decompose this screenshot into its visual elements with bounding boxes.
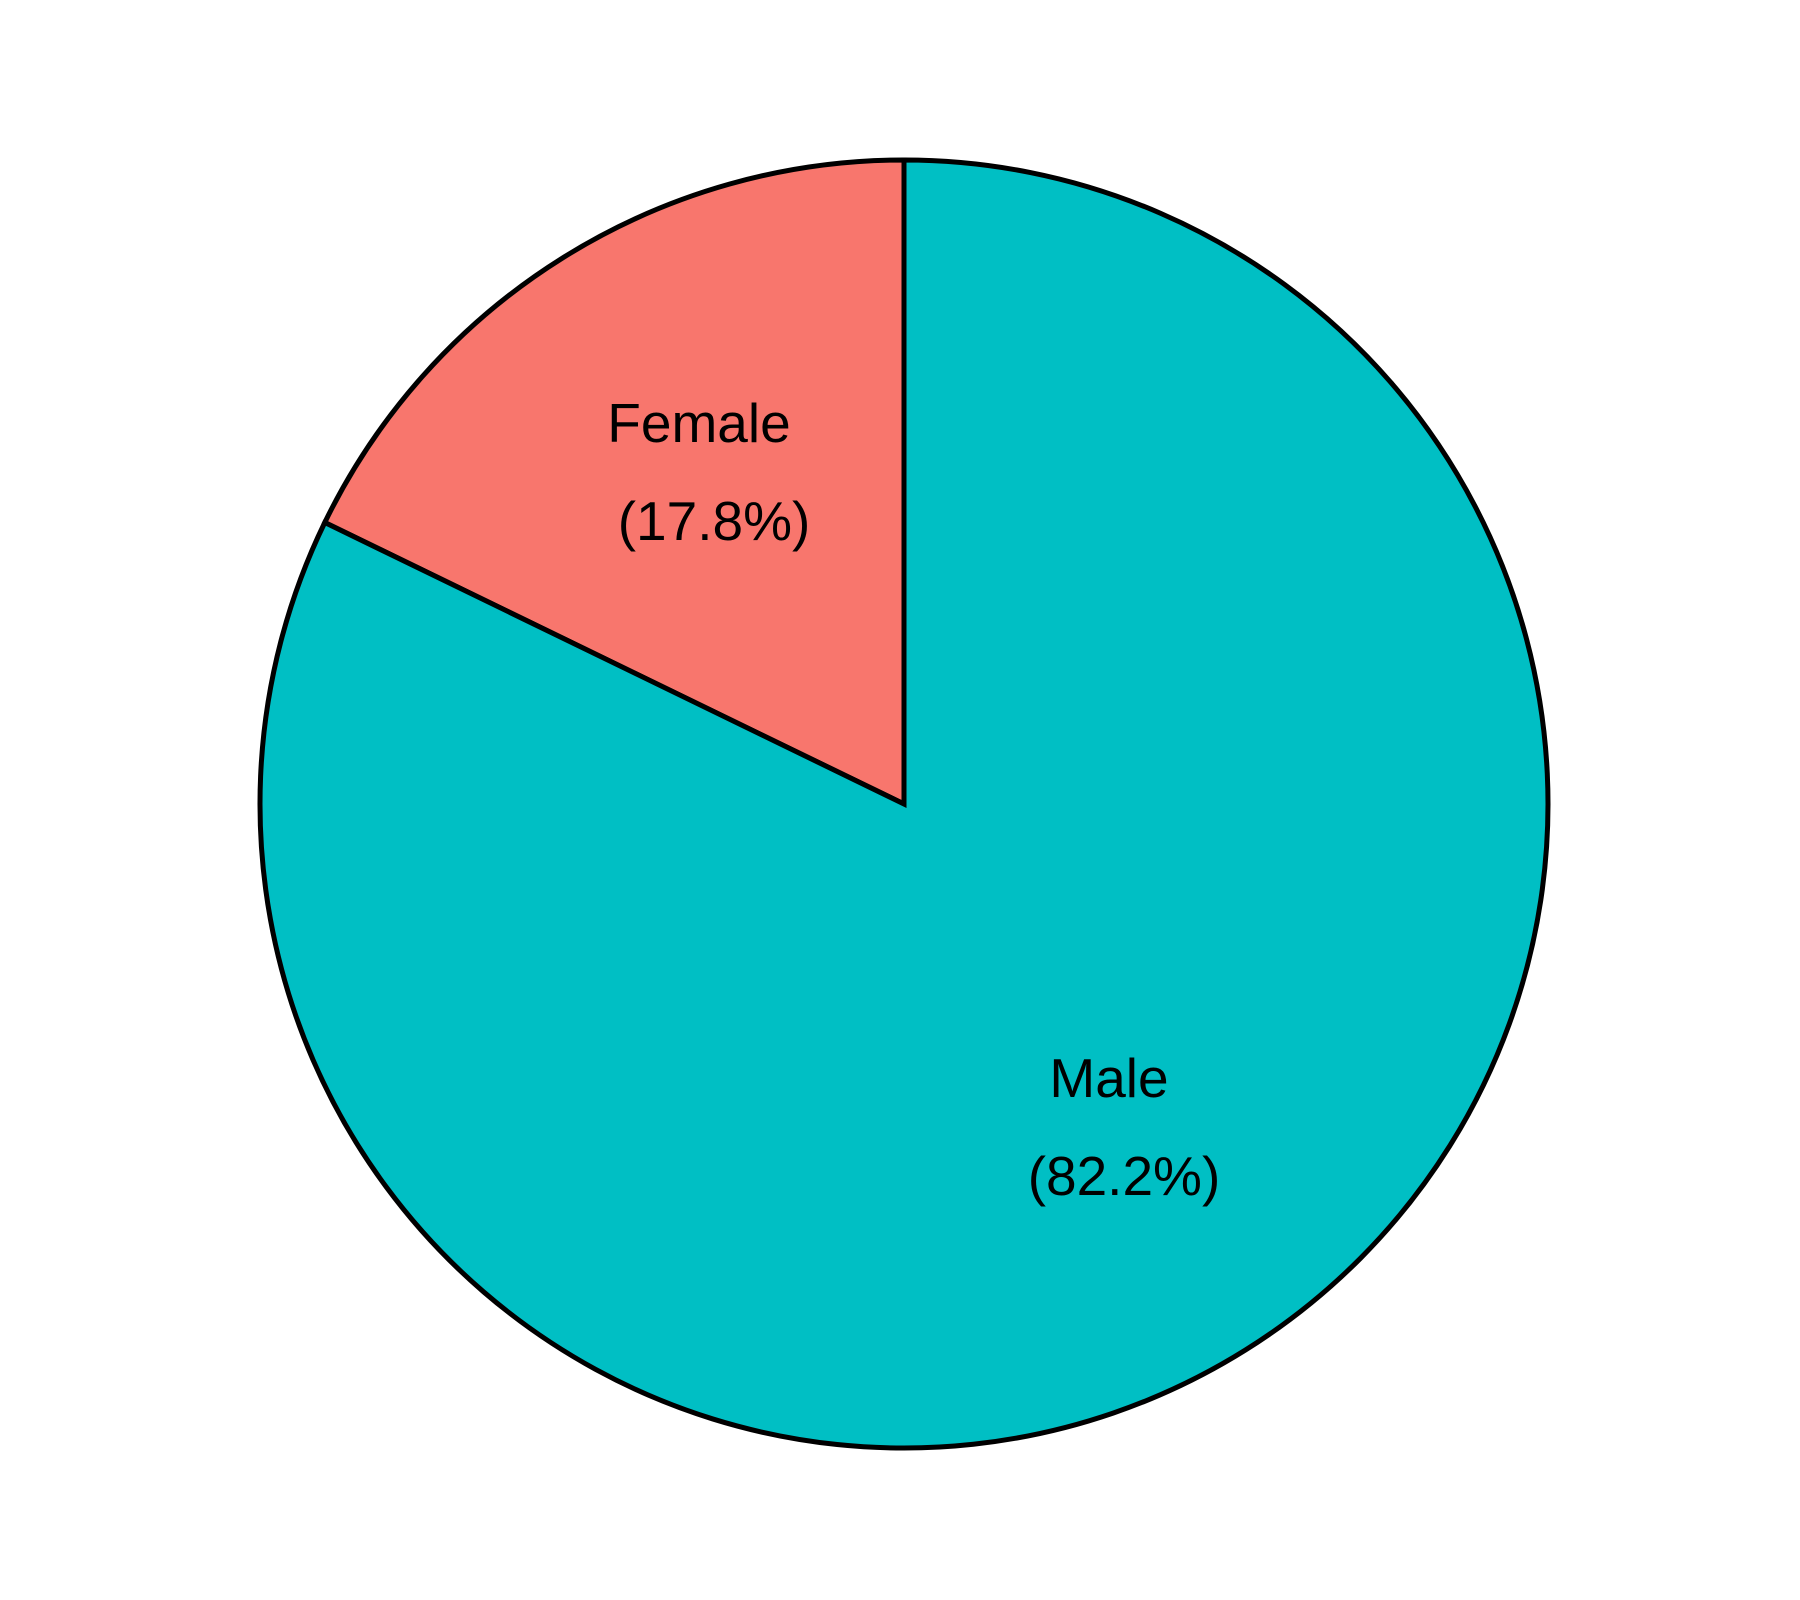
slice-value-label: (17.8%) — [618, 490, 811, 552]
slice-value-label: (82.2%) — [1028, 1145, 1221, 1207]
slice-label: Male — [1049, 1047, 1168, 1109]
slice-label: Female — [607, 392, 790, 454]
pie-slice — [321, 157, 907, 808]
pie-slice — [257, 157, 1551, 1451]
